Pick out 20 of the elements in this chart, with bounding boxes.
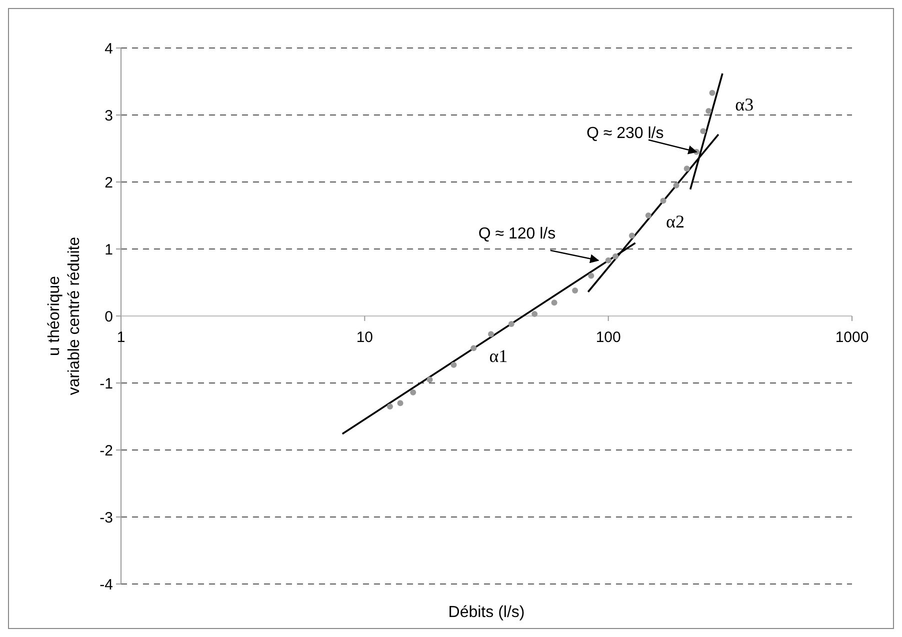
y-tick-label: -4 bbox=[100, 576, 113, 594]
series-label: α1 bbox=[489, 346, 508, 366]
annotation: Q ≈ 230 l/s bbox=[586, 124, 664, 142]
x-tick-label: 1000 bbox=[835, 329, 869, 346]
x-tick-label: 100 bbox=[596, 329, 621, 346]
x-tick-label: 1 bbox=[116, 329, 126, 346]
y-tick-label: -1 bbox=[100, 375, 113, 392]
y-tick-label: 3 bbox=[104, 107, 113, 124]
y-tick-label: -3 bbox=[100, 509, 113, 526]
y-tick-label: 2 bbox=[104, 174, 113, 192]
y-tick-label: 1 bbox=[104, 241, 113, 258]
y-tick-label: 0 bbox=[104, 308, 113, 326]
y-tick-label: -2 bbox=[100, 442, 113, 460]
series-label: α2 bbox=[666, 211, 684, 232]
series-label: α3 bbox=[735, 94, 754, 115]
annotation: Q ≈ 120 l/s bbox=[478, 225, 556, 242]
y-tick-label: 4 bbox=[104, 40, 113, 58]
x-axis-title: Débits (l/s) bbox=[448, 604, 525, 621]
y-axis-title: u théorique variable centré réduite bbox=[46, 236, 83, 396]
x-tick-label: 10 bbox=[356, 329, 374, 346]
